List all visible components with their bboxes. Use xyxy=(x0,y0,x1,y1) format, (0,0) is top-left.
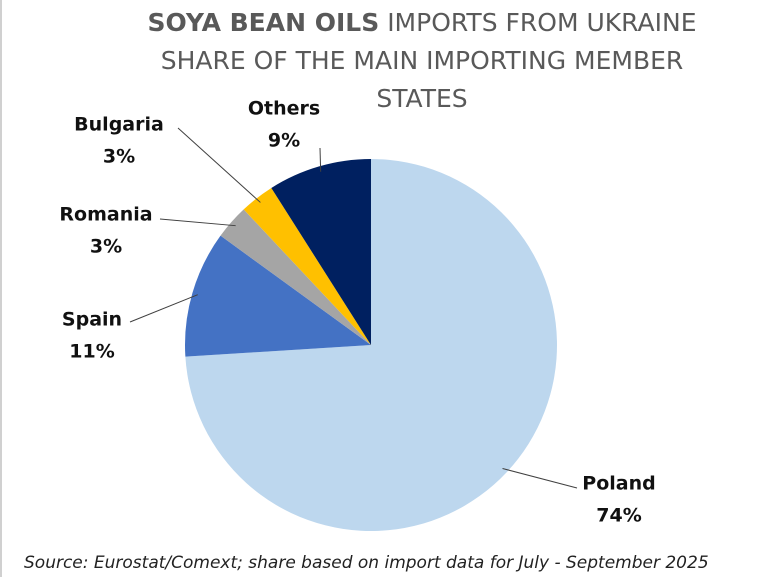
pie-slice xyxy=(243,187,371,345)
value-label: 74% xyxy=(596,505,641,527)
title-emphasis: SOYA BEAN OILS xyxy=(147,8,380,37)
leader-line xyxy=(319,147,322,172)
chart-title: SOYA BEAN OILS IMPORTS FROM UKRAINE SHAR… xyxy=(122,4,722,118)
pie-slice xyxy=(185,235,371,357)
leader-line xyxy=(159,218,236,227)
leader-line xyxy=(129,294,198,323)
source-note: Source: Eurostat/Comext; share based on … xyxy=(24,553,709,573)
pie-slice xyxy=(185,159,558,531)
value-label: 11% xyxy=(69,341,114,363)
pie-slice xyxy=(271,159,371,345)
leader-line xyxy=(177,127,261,203)
title-text: IMPORTS FROM UKRAINE SHARE OF THE MAIN I… xyxy=(160,8,697,113)
value-label: 3% xyxy=(90,236,122,258)
slice-label: Bulgaria xyxy=(74,114,164,136)
leader-line xyxy=(502,468,578,489)
slice-label: Romania xyxy=(59,204,152,226)
slice-label: Others xyxy=(248,98,320,120)
value-label: 3% xyxy=(103,146,135,168)
slice-label: Poland xyxy=(582,473,655,495)
value-label: 9% xyxy=(268,130,300,152)
pie-slice xyxy=(220,209,371,345)
slice-label: Spain xyxy=(62,309,122,331)
